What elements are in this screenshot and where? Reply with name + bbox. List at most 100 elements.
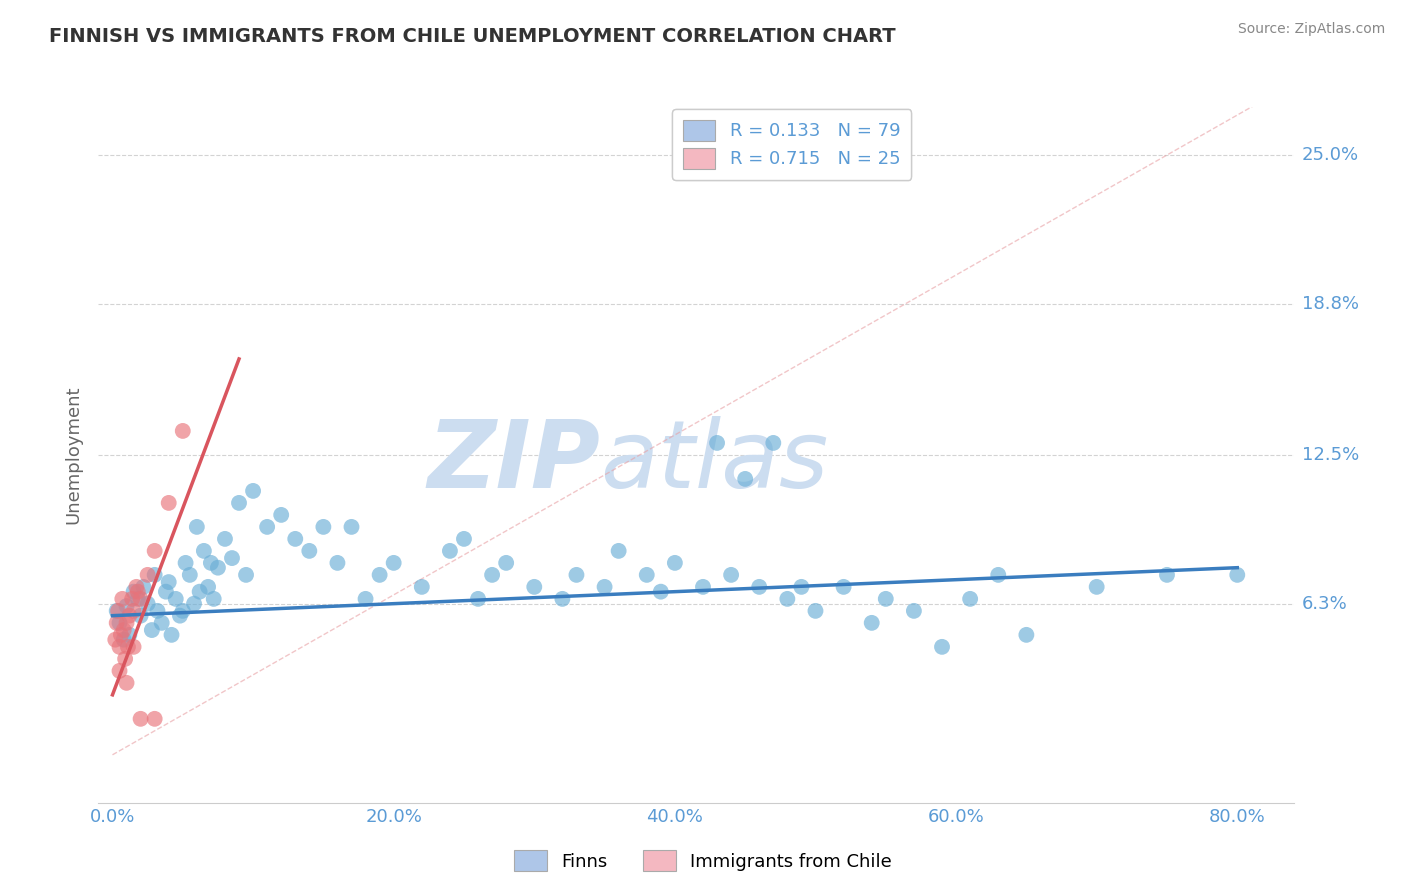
Point (141, 623, 163, 637)
Point (174, 556, 197, 570)
Point (495, 556, 517, 570)
Text: 18.8%: 18.8% (1302, 294, 1358, 313)
Point (931, 640, 953, 654)
Point (169, 608, 191, 623)
Point (748, 580, 770, 594)
Point (125, 580, 148, 594)
Text: ZIP: ZIP (427, 416, 600, 508)
Point (155, 584, 177, 599)
Point (284, 532, 307, 546)
Point (104, 632, 127, 647)
Point (382, 556, 405, 570)
Point (188, 584, 211, 599)
Point (692, 580, 714, 594)
Point (179, 567, 201, 582)
Point (143, 712, 166, 726)
Text: 25.0%: 25.0% (1302, 146, 1360, 164)
Point (636, 567, 658, 582)
Text: FINNISH VS IMMIGRANTS FROM CHILE UNEMPLOYMENT CORRELATION CHART: FINNISH VS IMMIGRANTS FROM CHILE UNEMPLO… (49, 27, 896, 45)
Point (114, 652, 136, 666)
Point (523, 580, 546, 594)
Legend: R = 0.133   N = 79, R = 0.715   N = 25: R = 0.133 N = 79, R = 0.715 N = 25 (672, 109, 911, 179)
Point (136, 597, 159, 611)
Point (110, 628, 132, 642)
Point (551, 591, 574, 606)
Point (790, 580, 813, 594)
Point (129, 712, 152, 726)
Point (132, 580, 155, 594)
Point (1226, 567, 1249, 582)
Point (298, 544, 321, 558)
Point (172, 424, 194, 438)
Point (875, 591, 897, 606)
Text: atlas: atlas (600, 417, 828, 508)
Text: 6.3%: 6.3% (1302, 595, 1347, 613)
Point (368, 567, 391, 582)
Point (720, 567, 742, 582)
Point (593, 580, 616, 594)
Point (804, 604, 827, 618)
Point (121, 591, 143, 606)
Point (107, 604, 129, 618)
Point (108, 640, 131, 654)
Point (565, 567, 588, 582)
Point (108, 664, 131, 678)
Point (987, 567, 1010, 582)
Point (183, 597, 205, 611)
Point (105, 615, 128, 630)
Point (112, 623, 135, 637)
Point (1085, 580, 1108, 594)
Point (111, 591, 134, 606)
Point (242, 483, 264, 498)
Point (118, 608, 141, 623)
Point (959, 591, 981, 606)
Point (1156, 567, 1178, 582)
Point (734, 472, 756, 486)
Point (354, 591, 377, 606)
Point (650, 584, 672, 599)
Point (146, 604, 169, 618)
Point (326, 556, 349, 570)
Point (235, 567, 257, 582)
Point (172, 604, 194, 618)
Point (143, 544, 166, 558)
Point (105, 604, 128, 618)
Point (117, 640, 139, 654)
Point (108, 615, 131, 630)
Point (202, 591, 225, 606)
Point (832, 580, 855, 594)
Point (115, 615, 138, 630)
Point (270, 508, 292, 522)
Point (129, 591, 152, 606)
Point (340, 520, 363, 534)
Point (186, 520, 208, 534)
Point (312, 520, 335, 534)
Text: 12.5%: 12.5% (1302, 446, 1360, 464)
Point (200, 556, 222, 570)
Point (136, 567, 159, 582)
Point (411, 580, 433, 594)
Point (860, 615, 883, 630)
Point (197, 580, 219, 594)
Point (122, 640, 145, 654)
Legend: Finns, Immigrants from Chile: Finns, Immigrants from Chile (506, 843, 900, 879)
Point (160, 628, 183, 642)
Point (165, 591, 187, 606)
Point (157, 575, 180, 590)
Point (481, 567, 503, 582)
Point (127, 591, 149, 606)
Point (221, 551, 243, 566)
Point (115, 676, 138, 690)
Point (143, 567, 166, 582)
Point (157, 496, 180, 510)
Y-axis label: Unemployment: Unemployment (65, 385, 83, 524)
Point (453, 532, 475, 546)
Point (129, 608, 152, 623)
Point (118, 628, 141, 642)
Point (256, 520, 278, 534)
Point (122, 604, 145, 618)
Point (122, 584, 145, 599)
Text: Source: ZipAtlas.com: Source: ZipAtlas.com (1237, 22, 1385, 37)
Point (193, 544, 215, 558)
Point (112, 632, 135, 647)
